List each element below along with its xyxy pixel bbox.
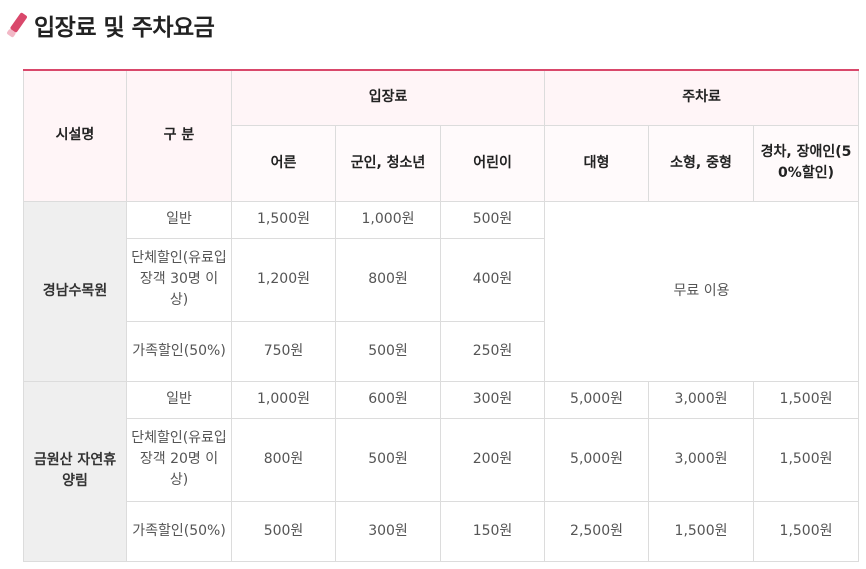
adult-fee: 500원 xyxy=(231,500,336,562)
compact-parking-fee: 1,500원 xyxy=(753,380,860,419)
mid-parking-fee: 3,000원 xyxy=(648,380,755,419)
child-fee: 300원 xyxy=(439,380,546,419)
category-cell: 단체할인(유료입장객 20명 이상) xyxy=(126,417,232,502)
facility-name: 경남수목원 xyxy=(23,200,127,382)
header-row: 시설명 구 분 입장료 주차료 xyxy=(23,69,860,202)
header-facility: 시설명 xyxy=(23,69,127,202)
adult-fee: 800원 xyxy=(231,417,336,502)
category-cell: 일반 xyxy=(126,200,232,239)
header-parking: 주차료 xyxy=(544,69,860,126)
category-cell: 가족할인(50%) xyxy=(126,320,232,382)
large-parking-fee: 2,500원 xyxy=(544,500,650,562)
child-fee: 250원 xyxy=(439,320,546,382)
large-parking-fee: 5,000원 xyxy=(544,417,650,502)
facility-name: 금원산 자연휴양림 xyxy=(23,380,127,562)
youth-fee: 800원 xyxy=(335,237,441,322)
header-youth: 군인, 청소년 xyxy=(335,124,441,202)
table-row: 가족할인(50%) 500원 300원 150원 2,500원 1,500원 1… xyxy=(24,500,860,562)
table-row: 단체할인(유료입장객 30명 이상) 1,200원 800원 400원 xyxy=(24,237,859,322)
compact-parking-fee: 1,500원 xyxy=(753,417,860,502)
mid-parking-fee: 1,500원 xyxy=(648,500,755,562)
category-cell: 가족할인(50%) xyxy=(126,500,232,562)
child-fee: 400원 xyxy=(439,237,546,322)
header-compact: 경차, 장애인(50%할인) xyxy=(753,124,860,202)
mid-parking-fee: 3,000원 xyxy=(648,417,755,502)
category-cell: 일반 xyxy=(126,380,232,419)
youth-fee: 1,000원 xyxy=(335,200,441,239)
pencil-icon xyxy=(7,12,27,38)
youth-fee: 300원 xyxy=(335,500,441,562)
header-child: 어린이 xyxy=(439,124,546,202)
youth-fee: 500원 xyxy=(335,320,441,382)
fee-table: 시설명 구 분 입장료 주차료 어른 군인, 청소년 어린이 대형 소형, 중형… xyxy=(23,69,860,562)
header-subrow: 어른 군인, 청소년 어린이 대형 소형, 중형 경차, 장애인(50%할인) xyxy=(24,124,860,202)
child-fee: 150원 xyxy=(439,500,546,562)
youth-fee: 500원 xyxy=(335,417,441,502)
page-heading: 입장료 및 주차요금 xyxy=(6,8,215,42)
adult-fee: 750원 xyxy=(231,320,336,382)
header-mid: 소형, 중형 xyxy=(648,124,755,202)
table-row: 가족할인(50%) 750원 500원 250원 xyxy=(24,320,859,382)
child-fee: 200원 xyxy=(439,417,546,502)
table-row: 경남수목원 일반 1,500원 1,000원 500원 무료 이용 xyxy=(23,200,860,382)
table-row: 단체할인(유료입장객 20명 이상) 800원 500원 200원 5,000원… xyxy=(24,417,860,502)
adult-fee: 1,500원 xyxy=(231,200,336,239)
header-admission: 입장료 xyxy=(230,69,546,126)
youth-fee: 600원 xyxy=(335,380,441,419)
adult-fee: 1,200원 xyxy=(231,237,336,322)
child-fee: 500원 xyxy=(439,200,546,239)
compact-parking-fee: 1,500원 xyxy=(753,500,860,562)
parking-free-note: 무료 이용 xyxy=(544,200,860,382)
adult-fee: 1,000원 xyxy=(231,380,336,419)
header-large: 대형 xyxy=(544,124,650,202)
page-title: 입장료 및 주차요금 xyxy=(34,15,215,41)
table-row: 금원산 자연휴양림 일반 1,000원 600원 300원 5,000원 3,0… xyxy=(23,380,860,562)
header-adult: 어른 xyxy=(231,124,336,202)
header-category: 구 분 xyxy=(126,69,232,202)
large-parking-fee: 5,000원 xyxy=(544,380,650,419)
category-cell: 단체할인(유료입장객 30명 이상) xyxy=(126,237,232,322)
